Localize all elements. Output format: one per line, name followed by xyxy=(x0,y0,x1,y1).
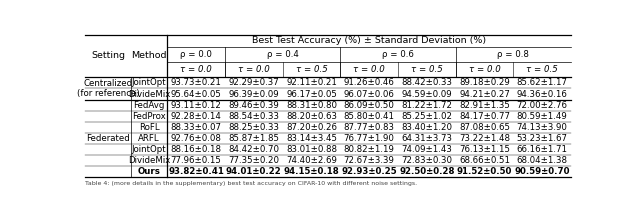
Text: ρ = 0.0: ρ = 0.0 xyxy=(180,50,212,59)
Text: Federated: Federated xyxy=(86,134,130,143)
Text: 94.59±0.09: 94.59±0.09 xyxy=(401,90,452,99)
Text: 94.36±0.16: 94.36±0.16 xyxy=(516,90,568,99)
Text: 80.59±1.49: 80.59±1.49 xyxy=(517,112,568,121)
Text: 88.20±0.63: 88.20±0.63 xyxy=(286,112,337,121)
Text: 84.42±0.70: 84.42±0.70 xyxy=(228,145,279,154)
Text: 93.73±0.21: 93.73±0.21 xyxy=(171,78,221,87)
Text: τ = 0.5: τ = 0.5 xyxy=(296,65,328,74)
Text: 74.40±2.69: 74.40±2.69 xyxy=(286,156,337,165)
Text: 76.13±1.15: 76.13±1.15 xyxy=(459,145,510,154)
Text: 93.11±0.12: 93.11±0.12 xyxy=(171,100,221,110)
Text: 64.31±3.73: 64.31±3.73 xyxy=(401,134,452,143)
Text: 88.54±0.33: 88.54±0.33 xyxy=(228,112,279,121)
Text: 94.15±0.18: 94.15±0.18 xyxy=(284,167,339,176)
Text: 73.22±1.48: 73.22±1.48 xyxy=(459,134,510,143)
Text: FedAvg: FedAvg xyxy=(134,100,165,110)
Text: 92.11±0.21: 92.11±0.21 xyxy=(286,78,337,87)
Text: 85.87±1.85: 85.87±1.85 xyxy=(228,134,279,143)
Text: 91.52±0.50: 91.52±0.50 xyxy=(457,167,512,176)
Text: 84.17±0.77: 84.17±0.77 xyxy=(459,112,510,121)
Text: 85.62±1.17: 85.62±1.17 xyxy=(516,78,568,87)
Text: FedProx: FedProx xyxy=(132,112,166,121)
Text: JointOpt: JointOpt xyxy=(132,78,166,87)
Text: 83.14±3.45: 83.14±3.45 xyxy=(286,134,337,143)
Text: 92.50±0.28: 92.50±0.28 xyxy=(399,167,454,176)
Text: 87.20±0.26: 87.20±0.26 xyxy=(286,123,337,132)
Text: Method: Method xyxy=(131,51,167,60)
Text: ρ = 0.4: ρ = 0.4 xyxy=(267,50,299,59)
Text: 74.09±1.43: 74.09±1.43 xyxy=(401,145,452,154)
Text: 76.77±1.90: 76.77±1.90 xyxy=(344,134,395,143)
Text: 93.82±0.41: 93.82±0.41 xyxy=(168,167,224,176)
Text: 90.59±0.70: 90.59±0.70 xyxy=(515,167,570,176)
Text: 88.16±0.18: 88.16±0.18 xyxy=(171,145,221,154)
Text: 77.96±0.15: 77.96±0.15 xyxy=(171,156,221,165)
Text: 92.93±0.25: 92.93±0.25 xyxy=(341,167,397,176)
Text: 85.80±0.41: 85.80±0.41 xyxy=(344,112,395,121)
Text: Best Test Accuracy (%) ± Standard Deviation (%): Best Test Accuracy (%) ± Standard Deviat… xyxy=(252,36,486,46)
Text: DivideMix: DivideMix xyxy=(128,156,170,165)
Text: τ = 0.0: τ = 0.0 xyxy=(468,65,500,74)
Text: 85.25±1.02: 85.25±1.02 xyxy=(401,112,452,121)
Text: 53.23±1.67: 53.23±1.67 xyxy=(516,134,568,143)
Text: τ = 0.0: τ = 0.0 xyxy=(353,65,385,74)
Text: 66.16±1.71: 66.16±1.71 xyxy=(516,145,568,154)
Text: 83.01±0.88: 83.01±0.88 xyxy=(286,145,337,154)
Text: 96.07±0.06: 96.07±0.06 xyxy=(344,90,395,99)
Text: 81.22±1.72: 81.22±1.72 xyxy=(401,100,452,110)
Text: 80.82±1.19: 80.82±1.19 xyxy=(344,145,395,154)
Text: 68.66±0.51: 68.66±0.51 xyxy=(459,156,510,165)
Text: 92.76±0.08: 92.76±0.08 xyxy=(171,134,221,143)
Text: 94.21±0.27: 94.21±0.27 xyxy=(459,90,510,99)
Text: 83.40±1.20: 83.40±1.20 xyxy=(401,123,452,132)
Text: Centralized
(for reference): Centralized (for reference) xyxy=(77,79,140,98)
Text: 74.13±3.90: 74.13±3.90 xyxy=(516,123,568,132)
Text: 91.26±0.46: 91.26±0.46 xyxy=(344,78,395,87)
Text: 95.64±0.05: 95.64±0.05 xyxy=(171,90,221,99)
Text: 68.04±1.38: 68.04±1.38 xyxy=(516,156,568,165)
Text: 89.46±0.39: 89.46±0.39 xyxy=(228,100,279,110)
Text: τ = 0.0: τ = 0.0 xyxy=(180,65,212,74)
Text: 92.28±0.14: 92.28±0.14 xyxy=(171,112,221,121)
Text: Table 4: (more details in the supplementary) best test accuracy on CIFAR-10 with: Table 4: (more details in the supplement… xyxy=(85,181,417,186)
Text: 86.09±0.50: 86.09±0.50 xyxy=(344,100,395,110)
Text: ρ = 0.8: ρ = 0.8 xyxy=(497,50,529,59)
Text: τ = 0.5: τ = 0.5 xyxy=(411,65,443,74)
Text: DivideMix: DivideMix xyxy=(128,90,170,99)
Text: RoFL: RoFL xyxy=(139,123,159,132)
Text: 72.00±2.76: 72.00±2.76 xyxy=(516,100,568,110)
Text: 87.77±0.83: 87.77±0.83 xyxy=(344,123,395,132)
Text: Setting: Setting xyxy=(91,51,125,60)
Text: JointOpt: JointOpt xyxy=(132,145,166,154)
Text: 88.33±0.07: 88.33±0.07 xyxy=(171,123,221,132)
Text: 88.31±0.80: 88.31±0.80 xyxy=(286,100,337,110)
Text: 96.39±0.09: 96.39±0.09 xyxy=(228,90,279,99)
Text: 88.25±0.33: 88.25±0.33 xyxy=(228,123,279,132)
Text: 92.29±0.37: 92.29±0.37 xyxy=(228,78,279,87)
Text: Ours: Ours xyxy=(138,167,161,176)
Text: 87.08±0.65: 87.08±0.65 xyxy=(459,123,510,132)
Text: 88.42±0.33: 88.42±0.33 xyxy=(401,78,452,87)
Text: 89.18±0.29: 89.18±0.29 xyxy=(459,78,510,87)
Text: 94.01±0.22: 94.01±0.22 xyxy=(226,167,282,176)
Text: 82.91±1.35: 82.91±1.35 xyxy=(459,100,510,110)
Text: τ = 0.0: τ = 0.0 xyxy=(238,65,269,74)
Text: 72.83±0.30: 72.83±0.30 xyxy=(401,156,452,165)
Text: 77.35±0.20: 77.35±0.20 xyxy=(228,156,279,165)
Text: ρ = 0.6: ρ = 0.6 xyxy=(382,50,414,59)
Text: τ = 0.5: τ = 0.5 xyxy=(526,65,558,74)
Text: 96.17±0.05: 96.17±0.05 xyxy=(286,90,337,99)
Text: 72.67±3.39: 72.67±3.39 xyxy=(344,156,395,165)
Text: ARFL: ARFL xyxy=(138,134,160,143)
